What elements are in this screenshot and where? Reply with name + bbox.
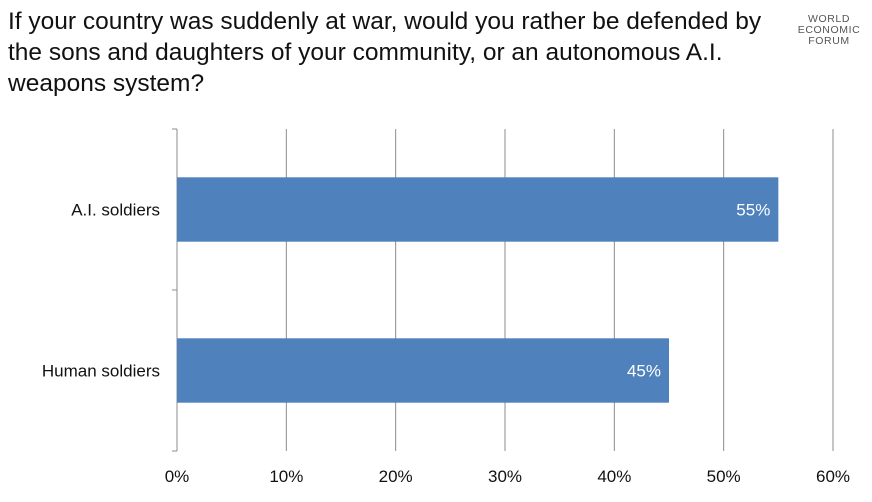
category-label: A.I. soldiers bbox=[71, 201, 160, 220]
logo-line-1: WORLD bbox=[807, 13, 851, 25]
chart-title: If your country was suddenly at war, wou… bbox=[8, 8, 762, 97]
world-economic-forum-logo: WORLD ECONOMIC FORUM bbox=[793, 14, 865, 47]
x-tick-label: 40% bbox=[597, 467, 631, 486]
bar bbox=[177, 338, 669, 403]
category-label: Human soldiers bbox=[42, 362, 160, 381]
logo-line-2: ECONOMIC bbox=[797, 24, 861, 36]
bar bbox=[177, 177, 779, 242]
x-tick-label: 20% bbox=[379, 467, 413, 486]
logo-line-3: FORUM bbox=[808, 35, 850, 47]
x-tick-label: 10% bbox=[269, 467, 303, 486]
x-tick-label: 30% bbox=[488, 467, 522, 486]
data-label: 45% bbox=[627, 362, 661, 381]
x-tick-label: 0% bbox=[165, 467, 190, 486]
data-label: 55% bbox=[736, 201, 770, 220]
x-tick-label: 60% bbox=[816, 467, 850, 486]
x-tick-label: 50% bbox=[707, 467, 741, 486]
